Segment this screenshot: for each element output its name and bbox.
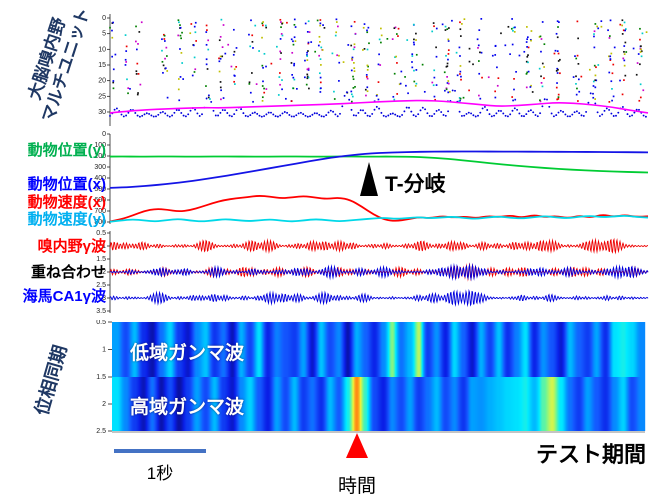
raster-plot-canvas — [88, 8, 650, 132]
label-t-junction: T-分岐 — [385, 173, 446, 196]
label-high-gamma: 高域ガンマ波 — [130, 397, 245, 418]
label-position-y: 動物位置(y) — [27, 142, 106, 159]
raster-axis-title: 大脳嗅内野 マルチユニット — [17, 0, 96, 132]
label-velocity-y: 動物速度(y) — [27, 211, 106, 228]
one-second-scalebar — [114, 449, 206, 453]
label-time: 時間 — [337, 476, 376, 497]
label-velocity-x: 動物速度(x) — [27, 194, 106, 211]
time-marker-triangle — [346, 433, 368, 458]
t-junction-marker-triangle — [360, 162, 378, 196]
gamma-wave-canvas — [88, 227, 650, 316]
label-one-second: 1秒 — [146, 464, 174, 483]
phase-sync-heatmap-canvas — [88, 320, 650, 434]
label-test-period: テスト期間 — [535, 442, 646, 467]
phase-sync-axis-title: 位相同期 — [31, 342, 71, 418]
label-ec-gamma: 嗅内野γ波 — [37, 238, 106, 255]
label-position-x: 動物位置(x) — [27, 176, 106, 193]
label-overlay: 重ね合わせ — [30, 264, 106, 281]
label-low-gamma: 低域ガンマ波 — [130, 343, 245, 364]
label-ca1-gamma: 海馬CA1γ波 — [22, 288, 106, 305]
